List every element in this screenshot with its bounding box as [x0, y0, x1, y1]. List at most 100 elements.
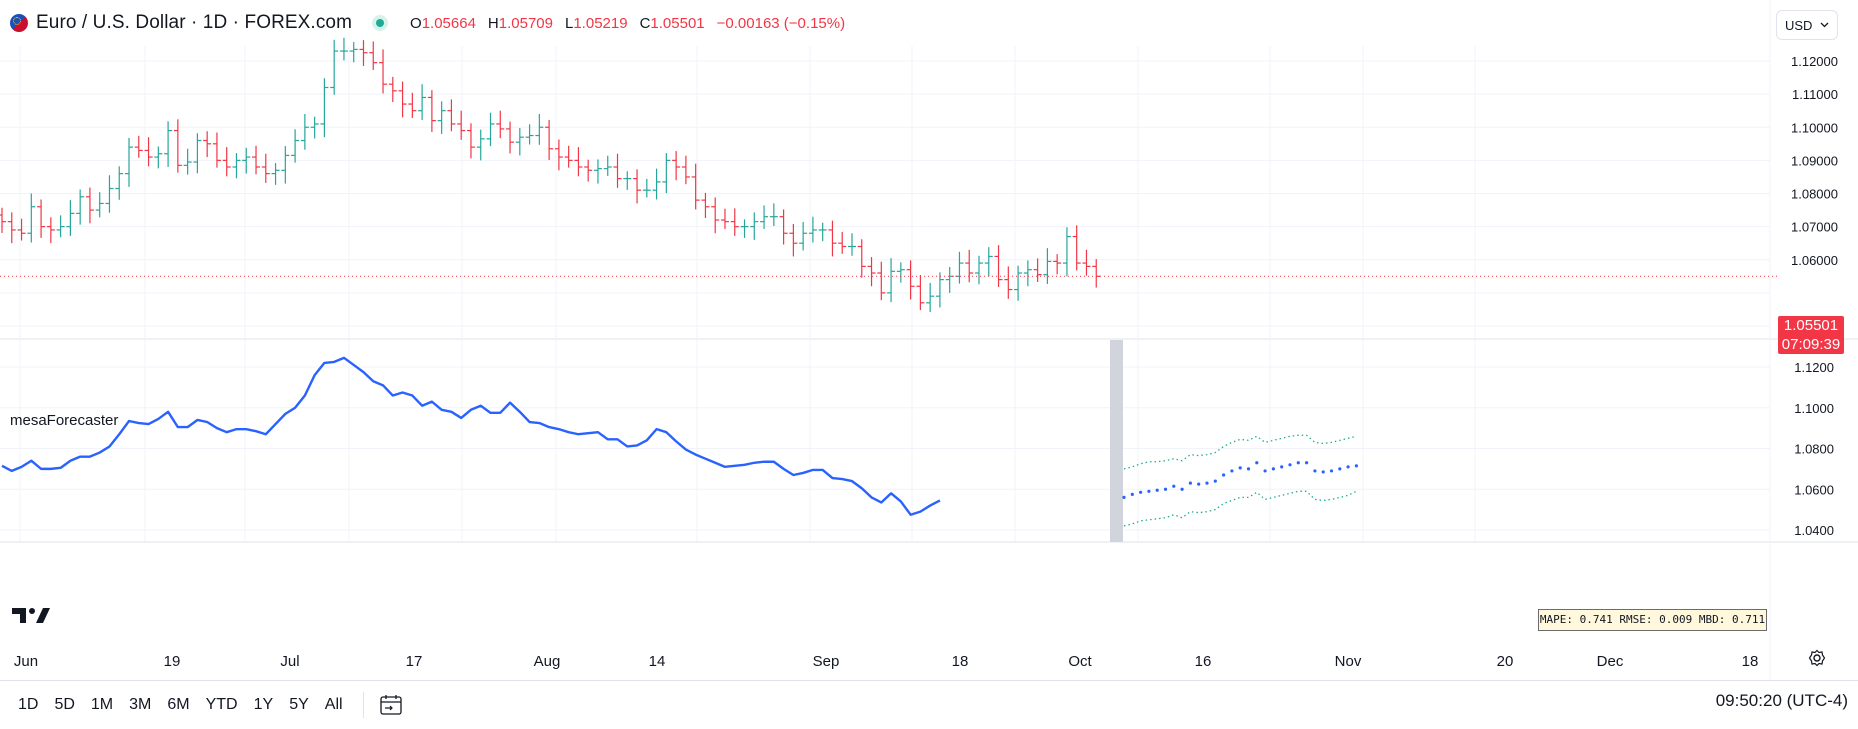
ohlc-bar: [623, 171, 632, 190]
time-axis-label: Oct: [1068, 653, 1092, 670]
last-price-value: 1.05501: [1783, 317, 1839, 334]
forecast-point: [1280, 465, 1284, 469]
open-value: 1.05664: [421, 14, 476, 32]
ohlc-bar: [379, 49, 388, 94]
ohlc-bar: [476, 129, 485, 161]
ohlc-bar: [926, 282, 935, 313]
ohlc-bar: [300, 114, 309, 150]
ohlc-bar: [847, 233, 856, 256]
ohlc-bar: [769, 203, 778, 226]
ohlc-bar: [828, 220, 837, 257]
ohlc-bar: [154, 146, 163, 169]
ohlc-bar: [1014, 265, 1023, 301]
forecast-point: [1255, 461, 1259, 465]
time-axis-label: Dec: [1597, 653, 1624, 670]
forecast-point: [1147, 489, 1151, 493]
range-1m-button[interactable]: 1M: [90, 696, 114, 713]
tradingview-logo-icon[interactable]: [12, 606, 52, 624]
forecast-point: [1338, 467, 1342, 471]
ohlc-bar: [212, 132, 221, 168]
ohlc-bar: [711, 197, 720, 234]
range-5y-button[interactable]: 5Y: [289, 696, 309, 713]
forecast-point: [1172, 484, 1176, 488]
ohlc-bar: [466, 123, 475, 159]
ohlc-bar: [144, 137, 153, 167]
ohlc-bar: [105, 175, 114, 213]
ohlc-bar: [408, 92, 417, 118]
low-value: 1.05219: [573, 14, 628, 32]
ohlc-bar: [642, 178, 651, 198]
price-axis-label: 1.11000: [1792, 87, 1838, 102]
toolbar-divider: [362, 692, 364, 718]
ohlc-bar: [437, 101, 446, 134]
ohlc-bar: [398, 81, 407, 118]
time-axis-label: 14: [649, 653, 666, 670]
ohlc-bar: [85, 187, 94, 224]
indicator-axis-label: 1.0400: [1794, 523, 1834, 538]
ohlc-bar: [965, 249, 974, 283]
ohlc-bar: [281, 146, 290, 184]
ohlc-bar: [867, 257, 876, 287]
ohlc-bar: [252, 145, 261, 175]
ohlc-bar: [535, 114, 544, 145]
range-ytd-button[interactable]: YTD: [205, 696, 238, 713]
ohlc-bar: [613, 153, 622, 188]
market-open-status-icon[interactable]: [372, 15, 389, 31]
calendar-icon: [379, 695, 402, 715]
ohlc-bar: [1062, 227, 1071, 277]
ohlc-bar: [545, 119, 554, 161]
ohlc-bar: [799, 221, 808, 251]
ohlc-bar: [183, 148, 192, 175]
forecast-lower-band: [1123, 490, 1357, 527]
symbol-title[interactable]: Euro / U.S. Dollar · 1D · FOREX.com: [36, 12, 353, 33]
range-3m-button[interactable]: 3M: [129, 696, 152, 713]
range-1y-button[interactable]: 1Y: [253, 696, 274, 713]
indicator-title[interactable]: mesaForecaster: [10, 412, 119, 429]
ohlc-bar: [525, 124, 534, 145]
ohlc-bar: [1082, 249, 1091, 276]
time-axis-label: 18: [1742, 653, 1759, 670]
ohlc-bar: [1092, 259, 1101, 288]
ohlc-bar: [1053, 254, 1062, 275]
ohlc-bar: [857, 239, 866, 278]
ohlc-bar: [652, 168, 661, 200]
timezone-clock[interactable]: 09:50:20 (UTC-4): [1715, 691, 1848, 710]
forecast-point: [1288, 463, 1292, 467]
gear-icon[interactable]: [1808, 649, 1826, 667]
forecast-point: [1238, 466, 1242, 470]
ohlc-bar: [457, 110, 466, 140]
price-axis-label: 1.09000: [1791, 153, 1838, 168]
ohlc-bar: [838, 231, 847, 254]
change-value: −0.00163 (−0.15%): [716, 14, 846, 32]
currency-label: USD: [1785, 17, 1813, 33]
go-to-date-button[interactable]: [378, 692, 404, 718]
indicator-axis-label: 1.1200: [1794, 360, 1834, 375]
ohlc-bar: [1043, 248, 1052, 284]
chevron-down-icon: [1820, 22, 1829, 28]
forecast-point: [1155, 488, 1159, 492]
ohlc-bar: [1072, 225, 1081, 271]
range-5d-button[interactable]: 5D: [54, 696, 75, 713]
currency-select[interactable]: USD: [1776, 10, 1838, 40]
ohlc-bar: [427, 90, 436, 132]
ohlc-bar: [760, 205, 769, 229]
ohlc-bar: [720, 208, 729, 229]
forecast-point: [1321, 470, 1325, 474]
indicator-line: [1, 356, 941, 516]
ohlc-bar: [56, 215, 65, 238]
ohlc-bar: [0, 207, 6, 233]
range-6m-button[interactable]: 6M: [167, 696, 190, 713]
ohlc-bar: [95, 192, 104, 218]
ohlc-bar: [574, 147, 583, 177]
ohlc-bar: [994, 245, 1003, 287]
ohlc-bar: [310, 116, 319, 139]
time-axis-label: 20: [1497, 653, 1514, 670]
ohlc-bar: [564, 145, 573, 168]
range-1d-button[interactable]: 1D: [18, 696, 39, 713]
indicator-axis-label: 1.1000: [1794, 401, 1834, 416]
ohlc-bar: [447, 99, 456, 132]
ohlc-bar: [173, 119, 182, 173]
chart-canvas[interactable]: 1.12000 1.11000 1.10000 1.09000 1.08000 1.070…: [0, 0, 1858, 680]
ohlc-bar: [593, 159, 602, 184]
range-all-button[interactable]: All: [324, 696, 343, 713]
